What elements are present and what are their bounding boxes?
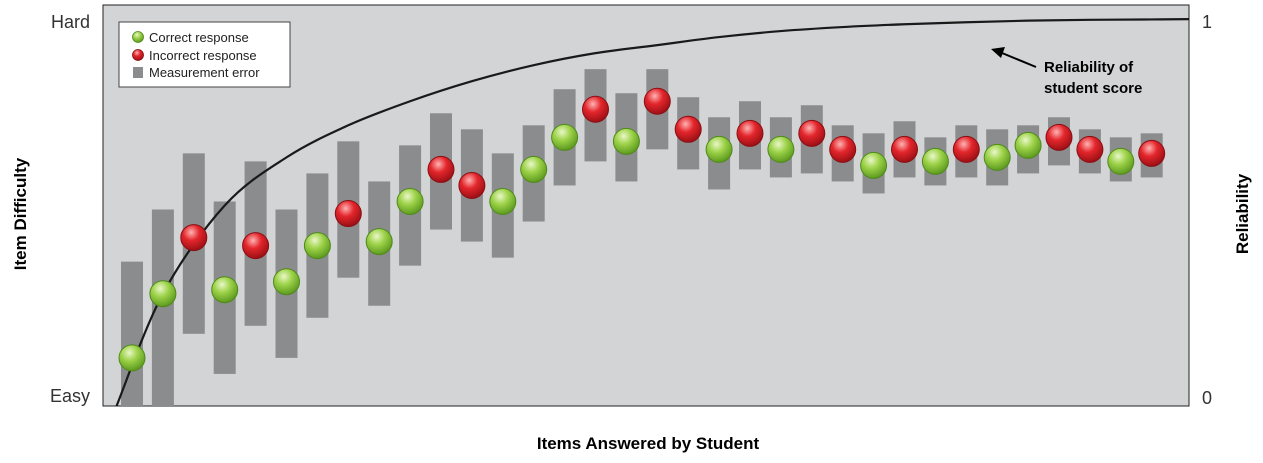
correct-response-dot [612,127,640,155]
y-left-tick-easy: Easy [50,386,90,406]
incorrect-response-dot [334,200,362,228]
legend: Correct response Incorrect response Meas… [118,21,291,88]
correct-response-dot [1014,131,1042,159]
green-dot-icon [132,31,144,43]
correct-response-dot [705,135,733,163]
correct-response-dot [489,187,517,215]
annotation-line-2: student score [1044,80,1142,97]
legend-box [118,21,291,88]
incorrect-response-dot [1138,139,1166,167]
y-left-tick-hard: Hard [51,12,90,32]
correct-response-dot [767,135,795,163]
incorrect-response-dot [427,155,455,183]
red-dot-icon [132,49,144,61]
correct-response-dot [1107,147,1135,175]
correct-response-dot [303,232,331,260]
incorrect-response-dot [643,87,671,115]
incorrect-response-dot [829,135,857,163]
annotation-line-1: Reliability of [1044,59,1134,76]
incorrect-response-dot [582,95,609,123]
incorrect-response-dot [458,171,486,199]
incorrect-response-dot [674,115,702,143]
incorrect-response-dot [180,224,208,252]
incorrect-response-dot [1076,135,1104,163]
measurement-error-bar [151,209,174,406]
legend-label-incorrect: Incorrect response [149,48,257,63]
incorrect-response-dot [798,119,826,147]
correct-response-dot [551,123,579,151]
annotation-arrow-head [991,47,1005,58]
y-right-axis-title: Reliability [1233,173,1252,254]
correct-response-dot [211,276,239,304]
correct-response-dot [118,344,146,372]
incorrect-response-dot [242,232,270,260]
gray-bar-icon [133,67,143,78]
response-dots [118,87,1166,372]
reliability-annotation: Reliability of student score [991,47,1142,97]
incorrect-response-dot [952,135,980,163]
x-axis-title: Items Answered by Student [537,434,760,453]
correct-response-dot [520,155,548,183]
legend-label-correct: Correct response [149,30,249,45]
correct-response-dot [273,268,300,296]
correct-response-dot [396,187,424,215]
incorrect-response-dot [1045,123,1073,151]
correct-response-dot [860,151,888,179]
correct-response-dot [921,147,949,175]
reliability-curve [115,18,1189,406]
legend-label-error: Measurement error [149,65,260,80]
incorrect-response-dot [736,119,764,147]
correct-response-dot [149,280,177,308]
y-right-tick-0: 0 [1202,388,1212,408]
incorrect-response-dot [891,135,918,163]
correct-response-dot [365,228,393,256]
y-right-tick-1: 1 [1202,12,1212,32]
correct-response-dot [983,143,1011,171]
y-left-axis-title: Item Difficulty [11,157,30,270]
annotation-arrow-line [1001,52,1037,68]
